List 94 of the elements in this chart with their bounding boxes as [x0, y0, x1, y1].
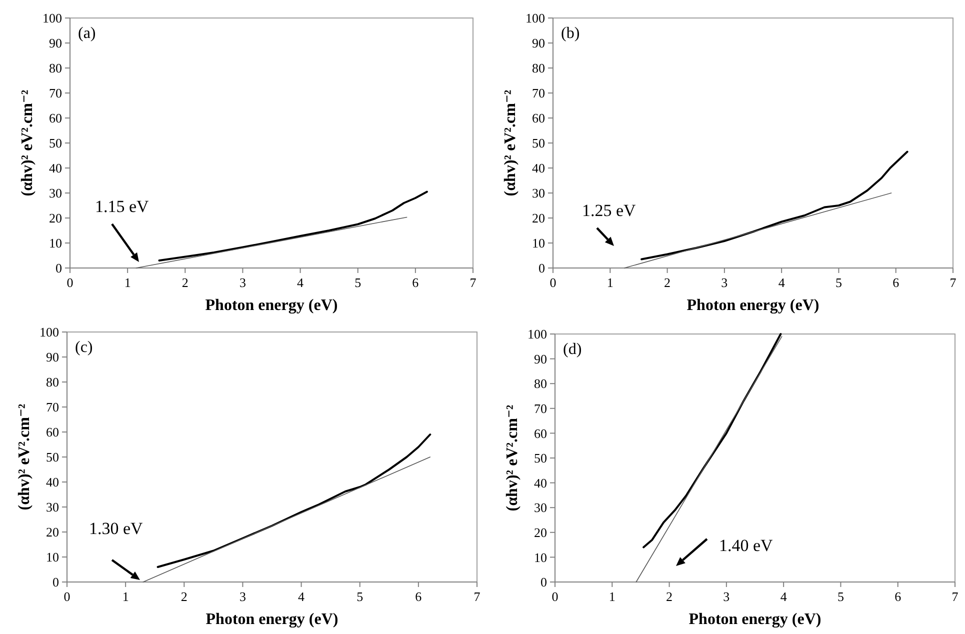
x-tick-label: 7 — [474, 589, 481, 604]
x-axis-title: Photon energy (eV) — [688, 611, 822, 628]
x-tick-label: 2 — [182, 275, 188, 290]
y-tick-label: 20 — [49, 210, 62, 226]
x-tick-label: 6 — [894, 589, 902, 604]
y-tick-label: 40 — [532, 160, 545, 176]
x-tick-label: 1 — [122, 589, 129, 604]
y-axis-title: (αhv)² eV².cm⁻² — [16, 404, 33, 510]
y-tick-label: 90 — [534, 351, 547, 366]
y-tick-label: 40 — [534, 475, 547, 490]
y-axis-title: (αhv)² eV².cm⁻² — [504, 404, 521, 512]
y-axis-title: (αhv)² eV².cm⁻² — [19, 90, 36, 196]
x-tick-label: 5 — [356, 589, 364, 604]
y-tick-label: 70 — [534, 400, 547, 416]
annotation: 1.25 eV — [582, 201, 637, 220]
x-tick-label: 3 — [239, 275, 246, 290]
y-tick-label: 0 — [56, 260, 62, 276]
y-tick-label: 60 — [46, 424, 59, 440]
x-tick-label: 0 — [550, 275, 556, 290]
y-tick-label: 100 — [42, 10, 62, 26]
chart-title: (d) — [563, 341, 582, 358]
y-tick-label: 10 — [49, 236, 62, 251]
x-tick-label: 7 — [950, 275, 957, 290]
y-tick-label: 30 — [46, 500, 59, 515]
chart-title: (b) — [561, 25, 580, 42]
y-tick-label: 90 — [46, 350, 59, 365]
y-tick-label: 100 — [528, 326, 547, 342]
x-tick-label: 4 — [298, 589, 306, 604]
x-tick-label: 7 — [952, 589, 959, 604]
y-tick-label: 20 — [46, 524, 59, 540]
x-tick-label: 2 — [180, 589, 188, 604]
x-tick-label: 5 — [837, 589, 844, 604]
y-tick-label: 80 — [534, 376, 547, 392]
x-tick-label: 0 — [66, 275, 74, 290]
y-tick-label: 90 — [532, 36, 545, 51]
x-tick-label: 7 — [470, 275, 477, 290]
y-tick-label: 60 — [532, 110, 545, 126]
y-tick-label: 100 — [40, 324, 59, 340]
y-tick-label: 80 — [49, 60, 62, 76]
x-tick-label: 6 — [892, 275, 900, 290]
x-axis-title: Photon energy (eV) — [686, 297, 820, 314]
y-tick-label: 10 — [532, 236, 545, 251]
x-axis-title: Photon energy (eV) — [206, 611, 338, 628]
y-tick-label: 50 — [49, 136, 62, 151]
x-axis-title: Photon energy (eV) — [205, 297, 338, 314]
y-tick-label: 60 — [534, 426, 547, 441]
y-tick-label: 30 — [534, 500, 547, 516]
line-series — [158, 190, 428, 262]
x-tick-label: 1 — [124, 275, 131, 290]
line-series — [640, 150, 908, 260]
x-tick-label: 6 — [415, 589, 422, 604]
y-tick-label: 20 — [534, 524, 547, 540]
y-tick-label: 0 — [540, 574, 547, 590]
y-tick-label: 50 — [532, 136, 545, 151]
x-tick-label: 3 — [723, 589, 730, 604]
x-tick-label: 2 — [666, 589, 673, 604]
x-tick-label: 3 — [239, 589, 246, 604]
y-tick-label: 10 — [534, 550, 547, 565]
y-axis-title: (αhv)² eV².cm⁻² — [502, 90, 519, 196]
y-tick-label: 50 — [534, 450, 547, 466]
y-tick-label: 50 — [46, 450, 59, 465]
x-tick-label: 6 — [412, 275, 420, 290]
y-tick-label: 80 — [532, 60, 545, 76]
y-tick-label: 90 — [49, 36, 62, 51]
y-tick-label: 40 — [49, 160, 62, 176]
y-tick-label: 30 — [532, 186, 545, 201]
x-tick-label: 4 — [778, 275, 786, 290]
y-tick-label: 30 — [49, 186, 62, 201]
annotation: 1.40 eV — [719, 536, 774, 555]
y-tick-label: 0 — [52, 574, 59, 590]
y-tick-label: 70 — [532, 86, 545, 101]
x-tick-label: 4 — [297, 275, 304, 290]
y-tick-label: 80 — [46, 374, 59, 390]
y-tick-label: 60 — [49, 110, 62, 126]
y-tick-label: 100 — [526, 10, 545, 26]
x-tick-label: 0 — [552, 589, 558, 604]
x-tick-label: 1 — [606, 275, 614, 290]
line-series — [156, 434, 432, 568]
x-tick-label: 1 — [608, 589, 616, 604]
x-tick-label: 5 — [835, 275, 842, 290]
y-tick-label: 10 — [46, 550, 59, 565]
x-tick-label: 4 — [780, 589, 788, 604]
x-tick-label: 5 — [354, 275, 362, 290]
y-tick-label: 0 — [538, 260, 545, 276]
y-tick-label: 20 — [532, 210, 545, 226]
x-tick-label: 2 — [664, 275, 671, 290]
chart-title: (c) — [75, 339, 93, 356]
annotation: 1.30 eV — [89, 519, 144, 538]
x-tick-label: 3 — [721, 275, 728, 290]
y-tick-label: 40 — [46, 474, 59, 490]
annotation: 1.15 eV — [95, 197, 150, 216]
y-tick-label: 70 — [46, 400, 59, 415]
y-tick-label: 70 — [49, 86, 62, 101]
chart-title: (a) — [78, 25, 96, 42]
